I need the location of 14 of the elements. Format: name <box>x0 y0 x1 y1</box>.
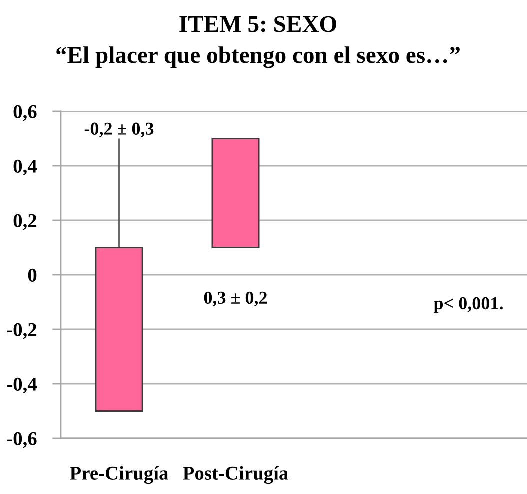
y-tick-label: 0 <box>28 268 37 282</box>
x-tick-label: Pre-Cirugía <box>70 466 168 484</box>
annotation: 0,3 ± 0,2 <box>204 292 268 307</box>
y-tick-label: -0,6 <box>7 432 37 448</box>
y-tick-label: 0,2 <box>14 214 37 230</box>
chart-title: ITEM 5: SEXO <box>180 16 336 32</box>
y-tick-label: -0,4 <box>7 378 38 394</box>
chart-subtitle: “El placer que obtengo con el sexo es…” <box>56 46 460 68</box>
x-tick-label: Post-Cirugía <box>183 466 288 484</box>
y-tick-label: 0,6 <box>14 105 37 122</box>
annotation: -0,2 ± 0,3 <box>84 122 154 138</box>
annotation: p< 0,001. <box>434 297 503 314</box>
y-tick-label: -0,2 <box>7 323 37 340</box>
y-tick-label: 0,4 <box>14 160 38 176</box>
